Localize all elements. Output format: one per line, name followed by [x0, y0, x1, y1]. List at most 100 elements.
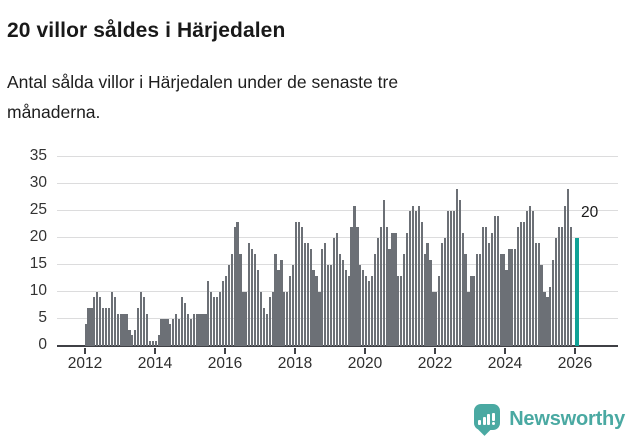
y-axis-tick-label: 30 [29, 174, 47, 191]
bar [350, 227, 353, 346]
bar [128, 329, 131, 346]
bar [397, 275, 400, 346]
bar [248, 243, 251, 346]
bar [517, 227, 520, 346]
bar [362, 270, 365, 346]
bar [274, 254, 277, 346]
bar [502, 254, 505, 346]
bar [145, 313, 149, 346]
bar [230, 254, 233, 346]
chart-subtitle-line-1: Antal sålda villor i Härjedalen under de… [7, 72, 399, 92]
bar [216, 297, 219, 346]
bar [560, 227, 564, 346]
bar [183, 302, 187, 346]
bar [137, 308, 140, 346]
bar [438, 275, 441, 346]
x-axis-tick-label: 2018 [277, 355, 313, 372]
bar [341, 259, 344, 346]
bar [338, 254, 341, 346]
bar [116, 313, 119, 346]
bar [385, 227, 388, 346]
bar [408, 211, 412, 346]
bar [400, 275, 403, 346]
newsworthy-speech-bubble-barchart-icon [474, 404, 501, 436]
bar [528, 205, 531, 346]
x-axis-tick [504, 348, 506, 354]
bar [411, 205, 415, 346]
bar [154, 340, 157, 346]
bar [452, 211, 455, 346]
bar [131, 335, 134, 346]
bar [318, 292, 321, 346]
bar [242, 292, 245, 346]
bar [537, 243, 540, 346]
bar [157, 335, 160, 346]
bar [330, 265, 333, 346]
bar [368, 281, 371, 346]
bar [370, 275, 374, 346]
bar [540, 265, 543, 346]
bar [534, 243, 537, 346]
x-axis-tick-label: 2022 [417, 355, 453, 372]
bar [251, 248, 254, 346]
bar [470, 275, 473, 346]
bar [365, 275, 368, 346]
bar [239, 254, 242, 346]
bar [490, 232, 493, 346]
bar [429, 259, 432, 346]
bar [356, 227, 359, 346]
bar [543, 292, 546, 346]
y-axis-tick-label: 20 [29, 228, 47, 245]
chart-subtitle-line-2: månaderna. [7, 102, 101, 122]
bar [271, 292, 274, 346]
bar [555, 238, 558, 346]
bar [496, 216, 499, 346]
bar [566, 189, 569, 346]
bar [294, 221, 298, 346]
bar [96, 292, 99, 346]
bar [479, 254, 482, 346]
bar [192, 313, 195, 346]
bar [359, 265, 362, 346]
x-axis-tick-label: 2026 [557, 355, 593, 372]
bar [268, 297, 271, 346]
bar [93, 297, 96, 346]
bar [531, 211, 534, 346]
y-axis-tick-label: 15 [29, 255, 47, 272]
newsworthy-logo: Newsworthy [474, 404, 625, 436]
bar [327, 265, 330, 346]
y-axis-tick-label: 35 [29, 147, 47, 164]
bar [286, 292, 289, 346]
x-axis-tick [364, 348, 366, 354]
bar [113, 297, 116, 346]
bar [107, 308, 111, 346]
bar [236, 221, 239, 346]
bar [122, 313, 125, 346]
plot-area [57, 150, 618, 347]
bar [344, 270, 347, 346]
x-axis-tick-label: 2020 [347, 355, 383, 372]
bar [207, 281, 210, 346]
bar [379, 227, 382, 346]
bar [546, 297, 549, 346]
bar [201, 313, 204, 346]
bar [303, 243, 306, 346]
bar [309, 248, 312, 346]
x-axis-tick [154, 348, 156, 354]
x-axis-tick-label: 2024 [487, 355, 523, 372]
bar [406, 232, 409, 346]
bar [213, 297, 216, 346]
bar [508, 248, 511, 346]
gridline-y-35 [57, 156, 618, 157]
y-axis-tick-label: 5 [38, 309, 47, 326]
bar [148, 340, 151, 346]
bar [324, 243, 327, 346]
bar [464, 254, 467, 346]
bar [482, 227, 485, 346]
bar [321, 248, 324, 346]
highlighted-bar-latest [574, 238, 579, 346]
bar [444, 238, 447, 346]
bar [493, 216, 496, 346]
bar [315, 275, 318, 346]
bar [84, 324, 87, 346]
